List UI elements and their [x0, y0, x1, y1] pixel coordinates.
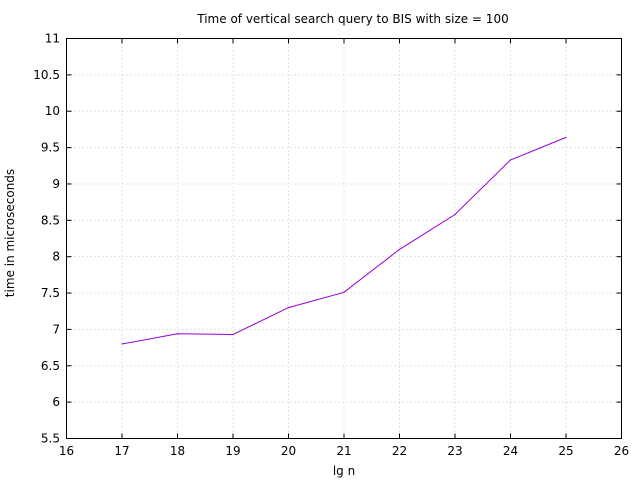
data-point — [232, 333, 234, 336]
y-tick-label: 6.5 — [41, 359, 60, 373]
x-tick-label: 18 — [170, 444, 185, 458]
x-tick-label: 24 — [503, 444, 518, 458]
x-tick-label: 16 — [59, 444, 74, 458]
x-tick-label: 25 — [558, 444, 573, 458]
x-tick-label: 20 — [281, 444, 296, 458]
data-point — [343, 291, 345, 293]
y-tick-label: 11 — [45, 32, 60, 46]
data-point — [565, 136, 567, 139]
series-line — [121, 136, 567, 345]
data-point — [287, 306, 290, 309]
x-tick-label: 23 — [447, 444, 462, 458]
chart-title: Time of vertical search query to BIS wit… — [196, 12, 508, 26]
grid — [66, 38, 622, 439]
x-tick-label: 17 — [114, 444, 129, 458]
y-tick-label: 6 — [52, 395, 60, 409]
y-tick-label: 8 — [52, 250, 60, 264]
y-tick-label: 9.5 — [41, 141, 60, 155]
data-point — [509, 159, 512, 161]
data-point — [121, 343, 123, 345]
y-tick-label: 5.5 — [41, 432, 60, 446]
series-layer — [121, 136, 567, 345]
x-tick-label: 22 — [392, 444, 407, 458]
data-point — [176, 333, 179, 335]
axis-ticks: 16 17 18 19 20 21 22 23 24 25 26 5.5 6 6.5 7 7.5 8 8.5 9 9.… — [33, 32, 629, 459]
data-point — [398, 248, 401, 251]
x-tick-label: 21 — [336, 444, 351, 458]
x-tick-label: 19 — [225, 444, 240, 458]
y-tick-label: 8.5 — [41, 213, 60, 227]
x-axis-label: lg n — [333, 464, 355, 478]
y-tick-label: 7.5 — [41, 286, 60, 300]
y-tick-label: 7 — [52, 322, 60, 336]
y-tick-label: 10 — [45, 104, 60, 118]
data-point — [454, 213, 456, 216]
y-tick-label: 10.5 — [33, 68, 60, 82]
y-tick-label: 9 — [52, 177, 60, 191]
x-tick-label: 26 — [614, 444, 629, 458]
y-axis-label: time in microseconds — [3, 169, 17, 297]
